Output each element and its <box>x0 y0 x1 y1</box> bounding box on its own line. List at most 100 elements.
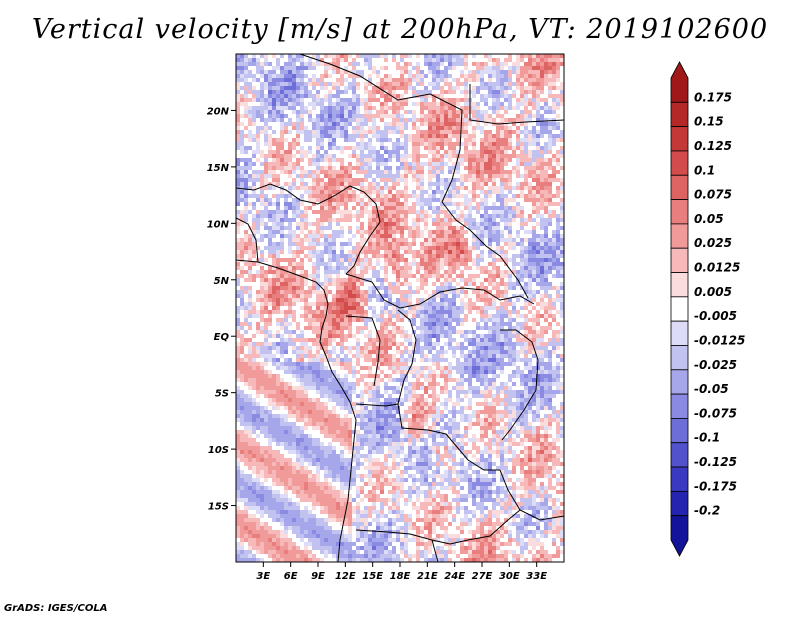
field-cell <box>508 234 512 238</box>
field-cell <box>504 194 508 198</box>
field-cell <box>380 178 384 182</box>
field-cell <box>460 186 464 190</box>
field-cell <box>372 226 376 230</box>
field-cell <box>436 150 440 154</box>
field-cell <box>520 190 524 194</box>
field-cell <box>488 142 492 146</box>
field-cell <box>416 70 420 74</box>
field-cell <box>236 78 240 82</box>
field-cell <box>388 90 392 94</box>
field-cell <box>272 246 276 250</box>
field-cell <box>344 182 348 186</box>
field-cell <box>440 138 444 142</box>
field-cell <box>324 206 328 210</box>
field-cell <box>436 134 440 138</box>
field-cell <box>400 158 404 162</box>
field-cell <box>488 218 492 222</box>
field-cell <box>392 62 396 66</box>
field-cell <box>460 266 464 270</box>
field-cell <box>296 66 300 70</box>
field-cell <box>268 130 272 134</box>
field-cell <box>344 62 348 66</box>
field-cell <box>516 98 520 102</box>
field-cell <box>392 98 396 102</box>
field-cell <box>532 194 536 198</box>
field-cell <box>304 122 308 126</box>
field-cell <box>248 174 252 178</box>
field-cell <box>448 74 452 78</box>
field-cell <box>444 130 448 134</box>
field-cell <box>448 294 452 298</box>
field-cell <box>428 118 432 122</box>
field-cell <box>292 250 296 254</box>
field-cell <box>332 258 336 262</box>
field-cell <box>272 250 276 254</box>
field-cell <box>436 82 440 86</box>
field-cell <box>540 86 544 90</box>
field-cell <box>384 198 388 202</box>
field-cell <box>372 118 376 122</box>
field-cell <box>284 74 288 78</box>
field-cell <box>488 82 492 86</box>
field-cell <box>360 70 364 74</box>
field-cell <box>348 110 352 114</box>
field-cell <box>548 278 552 282</box>
field-cell <box>480 246 484 250</box>
field-cell <box>460 170 464 174</box>
field-cell <box>260 78 264 82</box>
field-cell <box>504 150 508 154</box>
field-cell <box>316 290 320 294</box>
field-cell <box>532 150 536 154</box>
field-cell <box>368 274 372 278</box>
field-cell <box>384 62 388 66</box>
field-cell <box>444 102 448 106</box>
field-cell <box>468 246 472 250</box>
field-cell <box>408 114 412 118</box>
field-cell <box>240 162 244 166</box>
field-cell <box>296 286 300 290</box>
field-cell <box>520 54 524 58</box>
field-cell <box>424 210 428 214</box>
field-cell <box>500 242 504 246</box>
field-cell <box>296 134 300 138</box>
field-cell <box>344 130 348 134</box>
field-cell <box>468 54 472 58</box>
field-cell <box>248 222 252 226</box>
field-cell <box>324 166 328 170</box>
field-cell <box>272 226 276 230</box>
field-cell <box>516 230 520 234</box>
field-cell <box>496 230 500 234</box>
field-cell <box>312 158 316 162</box>
field-cell <box>432 170 436 174</box>
field-cell <box>488 294 492 298</box>
field-cell <box>344 294 348 298</box>
field-cell <box>536 182 540 186</box>
field-cell <box>524 86 528 90</box>
field-cell <box>536 170 540 174</box>
field-cell <box>560 202 564 206</box>
field-cell <box>276 138 280 142</box>
field-cell <box>304 210 308 214</box>
field-cell <box>408 106 412 110</box>
field-cell <box>376 266 380 270</box>
field-cell <box>380 166 384 170</box>
field-cell <box>424 218 428 222</box>
field-cell <box>456 78 460 82</box>
field-cell <box>308 154 312 158</box>
field-cell <box>408 182 412 186</box>
field-cell <box>284 278 288 282</box>
field-cell <box>408 190 412 194</box>
field-cell <box>260 162 264 166</box>
field-cell <box>532 110 536 114</box>
field-cell <box>328 294 332 298</box>
field-cell <box>444 250 448 254</box>
field-cell <box>320 178 324 182</box>
field-cell <box>376 142 380 146</box>
field-cell <box>360 202 364 206</box>
field-cell <box>360 82 364 86</box>
field-cell <box>536 278 540 282</box>
field-cell <box>256 246 260 250</box>
field-cell <box>456 98 460 102</box>
field-cell <box>520 62 524 66</box>
field-cell <box>544 262 548 266</box>
